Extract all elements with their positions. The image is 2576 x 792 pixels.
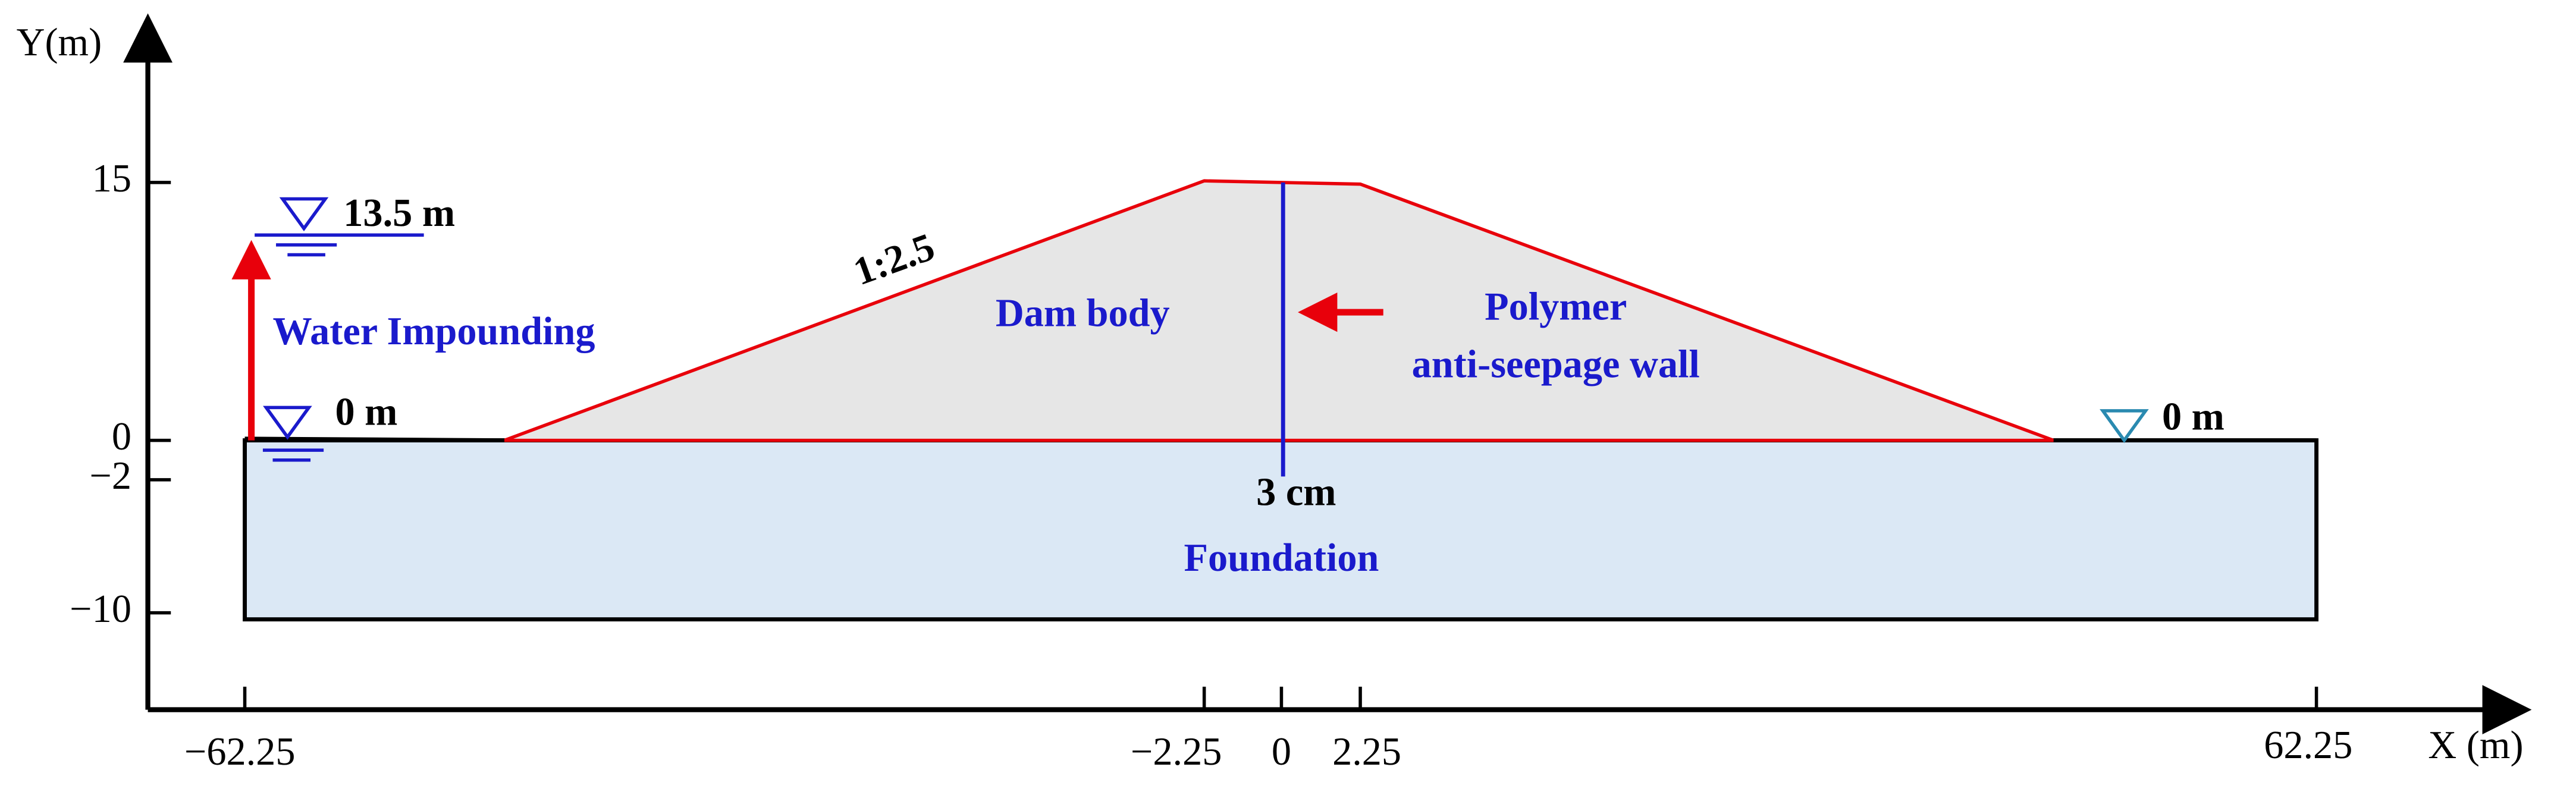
x-tick-label: 2.25	[1332, 730, 1401, 774]
y-tick-label: −10	[70, 587, 131, 631]
x-tick-label: 0	[1272, 730, 1291, 774]
annotation: Foundation	[1184, 536, 1379, 580]
x-tick-label: −62.25	[184, 730, 296, 774]
annotation: 13.5 m	[343, 191, 455, 235]
annotation: Dam body	[996, 292, 1170, 335]
annotation: 0 m	[2162, 395, 2224, 439]
annotation: Water Impounding	[273, 310, 595, 353]
x-tick-label: 62.25	[2264, 724, 2352, 767]
x-tick-label: −2.25	[1131, 730, 1222, 774]
y-axis-label: Y(m)	[17, 21, 102, 64]
annotation: 0 m	[335, 390, 397, 433]
ground-line	[244, 436, 504, 443]
tick-marks	[148, 181, 2318, 710]
x-axis-label: X (m)	[2428, 724, 2523, 767]
water-level-symbol	[255, 197, 424, 257]
y-tick-label: 15	[92, 157, 131, 200]
zero-level-symbol	[262, 406, 324, 462]
downstream-level-symbol	[2100, 409, 2149, 444]
annotation: 3 cm	[1256, 471, 1336, 514]
y-tick-label: 0	[112, 415, 131, 458]
annotation: Polymer	[1485, 285, 1627, 329]
dam-body	[504, 179, 2054, 442]
annotation: anti-seepage wall	[1412, 342, 1700, 386]
foundation-block	[243, 438, 2319, 622]
y-tick-label: −2	[89, 454, 131, 498]
